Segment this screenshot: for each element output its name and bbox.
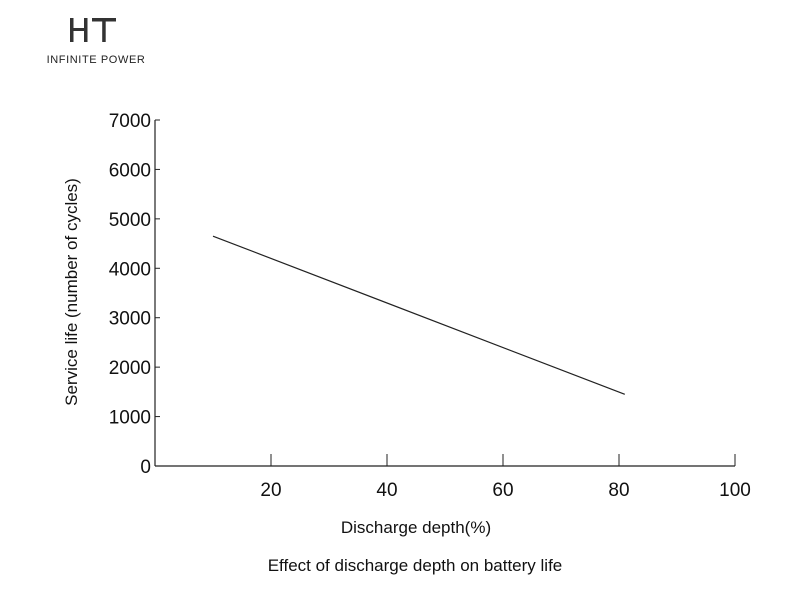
- ht-logo-mark: [70, 18, 116, 42]
- y-tick-label: 1000: [109, 408, 151, 429]
- logo-tagline: INFINITE POWER: [46, 54, 146, 66]
- x-tick-label: 40: [376, 480, 397, 501]
- y-tick-label: 7000: [109, 111, 151, 132]
- x-tick-label: 80: [608, 480, 629, 501]
- x-tick-label: 60: [492, 480, 513, 501]
- x-tick-label: 20: [260, 480, 281, 501]
- y-tick-label: 3000: [109, 309, 151, 330]
- x-tick-label: 100: [719, 480, 751, 501]
- y-tick-label: 4000: [109, 259, 151, 280]
- chart-caption: Effect of discharge depth on battery lif…: [267, 556, 563, 575]
- y-tick-label: 6000: [109, 160, 151, 181]
- series-line: [212, 235, 626, 395]
- series: [212, 235, 626, 395]
- y-tick-label: 2000: [109, 358, 151, 379]
- x-axis-label: Discharge depth(%): [341, 518, 491, 537]
- y-axis-label: Service life (number of cycles): [62, 178, 81, 406]
- y-tick-label: 5000: [109, 210, 151, 231]
- ticks: 0 1000 2000 3000 4000 5000 6000 7000 20 40 60 80 100: [109, 111, 751, 501]
- y-tick-label: 0: [140, 457, 151, 478]
- axes: [154, 120, 735, 467]
